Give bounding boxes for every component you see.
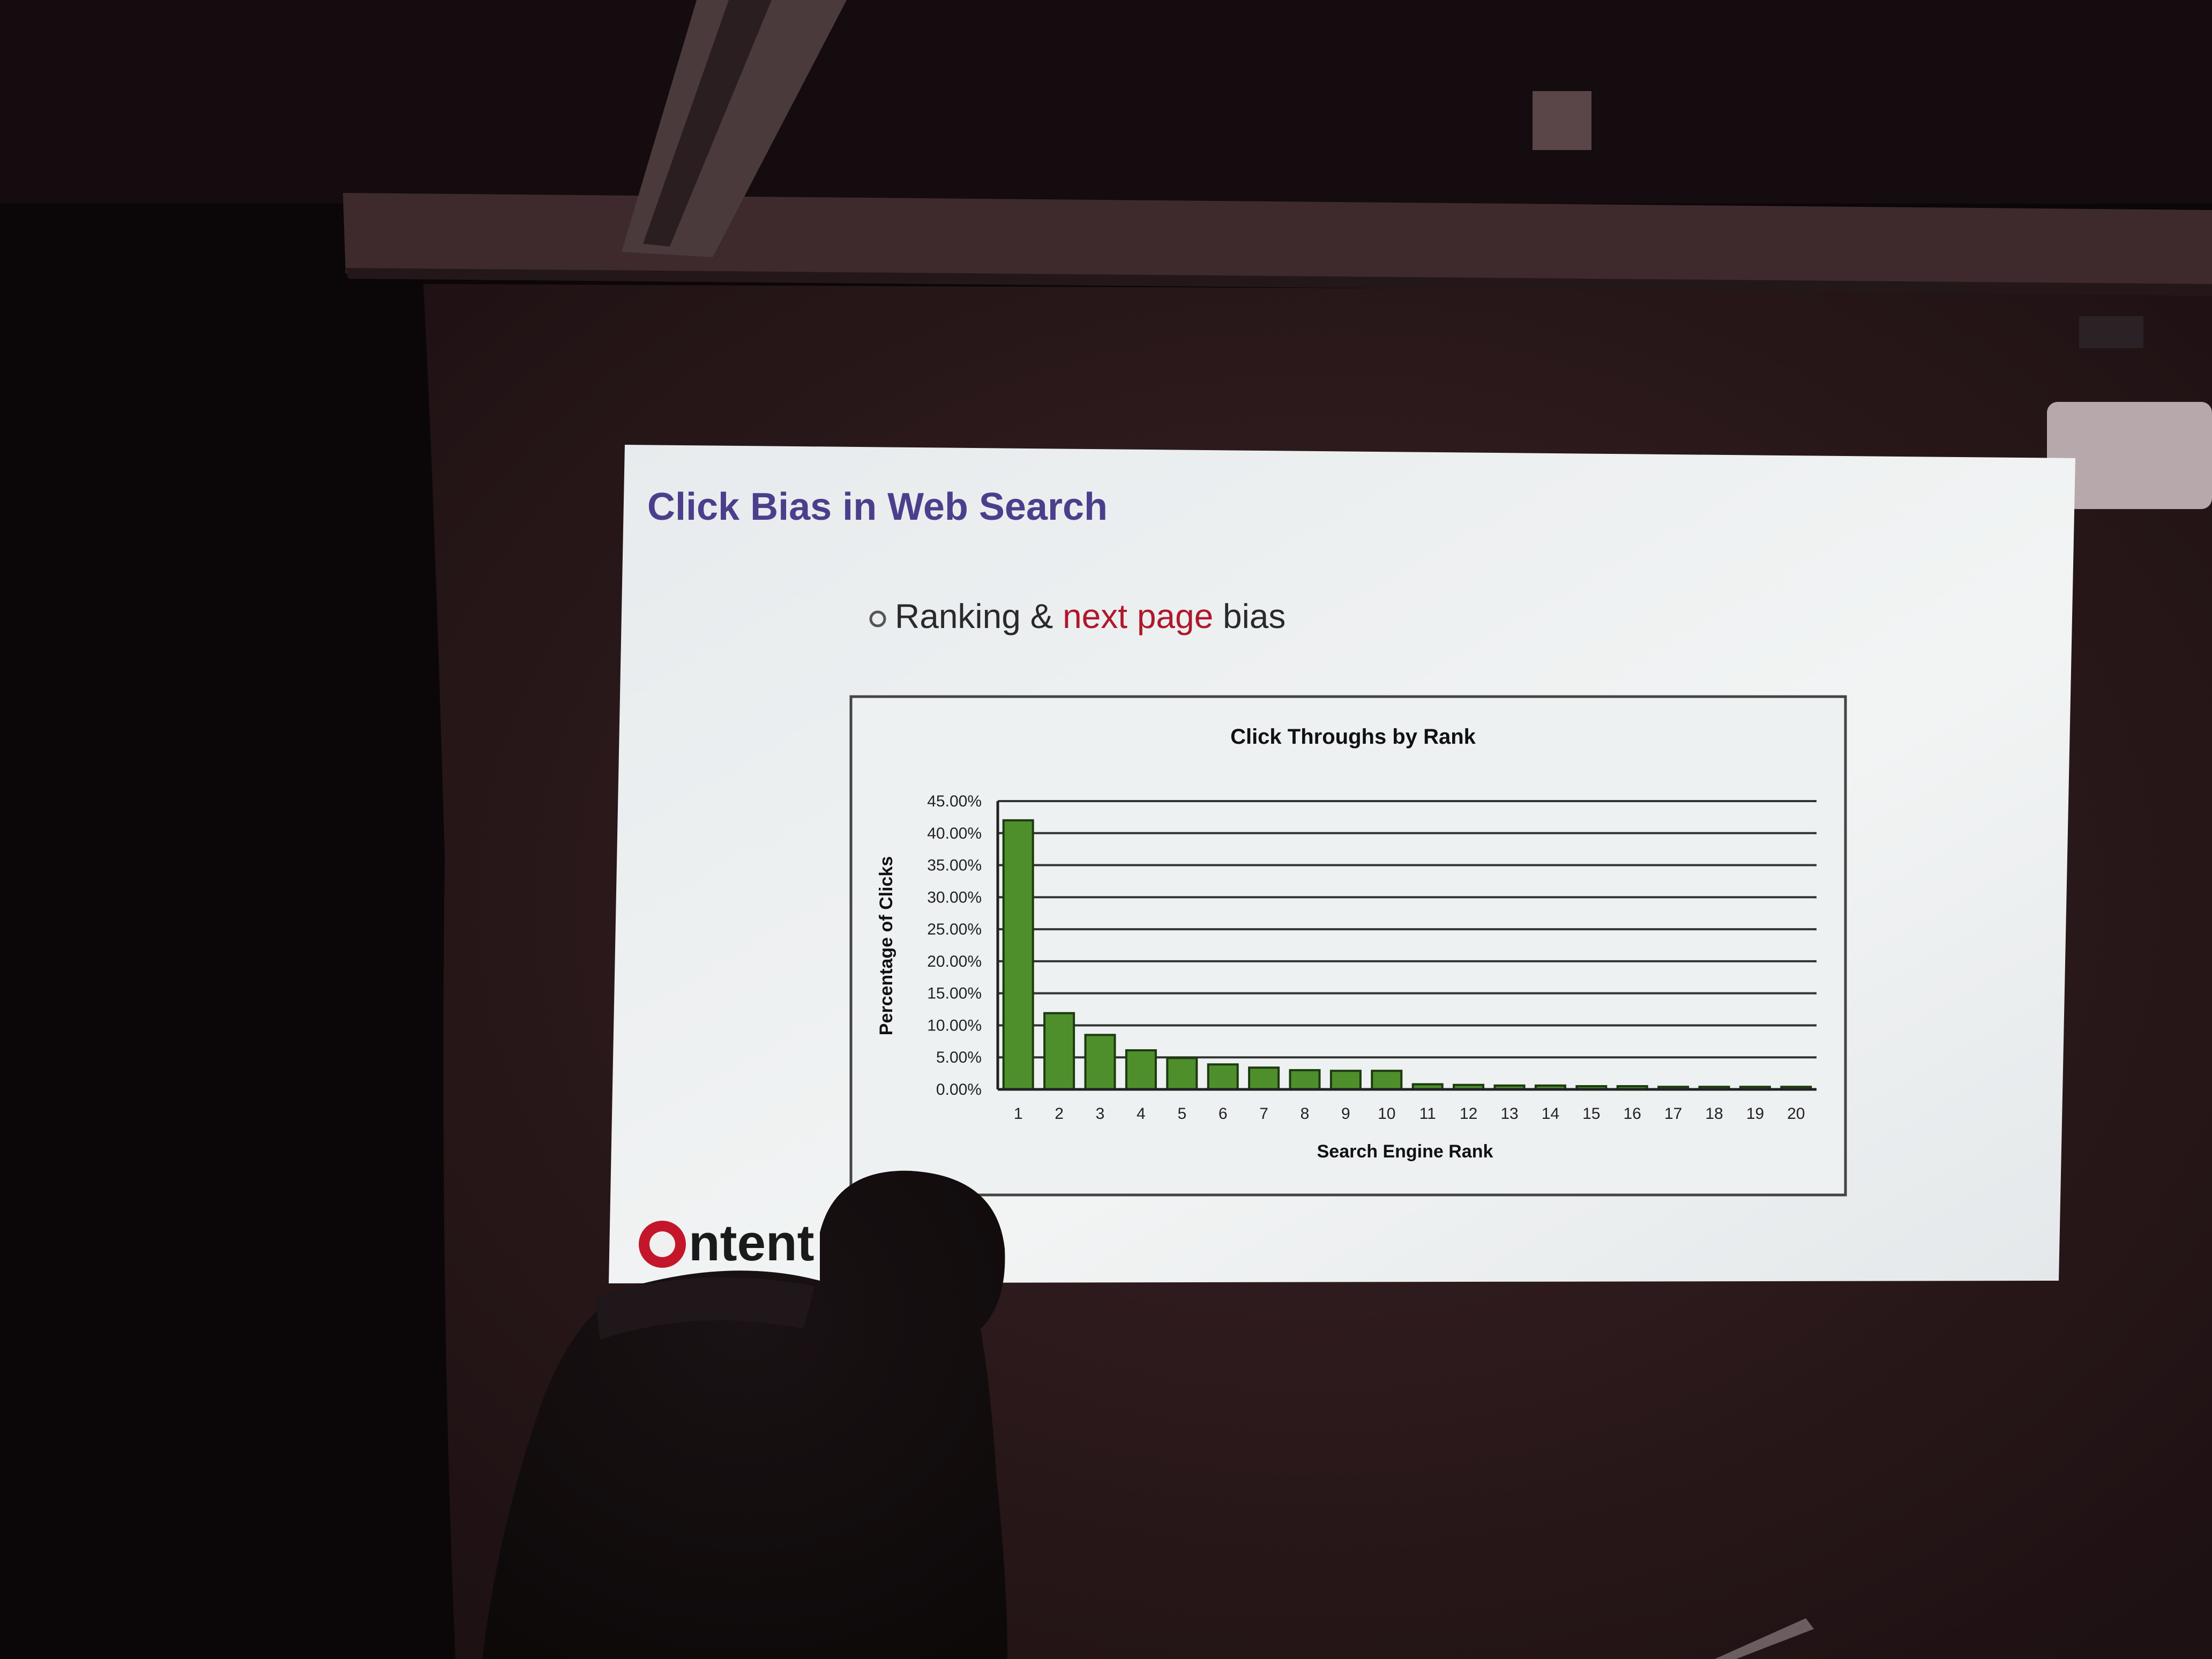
ceiling-band [0,0,2212,204]
person-silhouette [482,1170,1007,1659]
y-tick-labels: 0.00% 5.00% 10.00% 15.00% 20.00% 25.00% 30.00%… [927,793,982,1098]
x-tick-label: 1 [1014,1105,1023,1123]
bar-rank-7 [1248,1066,1280,1090]
bullet-text-part2: bias [1213,597,1286,636]
x-tick-label: 18 [1705,1105,1723,1123]
x-tick-label: 15 [1582,1105,1600,1123]
screen-housing-shadow [346,268,2212,296]
bar-rank-9 [1329,1070,1362,1090]
stand-bar [1715,1618,1814,1659]
slide-title: Click Bias in Web Search [647,485,1108,528]
x-tick-label: 10 [1378,1105,1395,1123]
y-tick-label: 40.00% [927,825,982,842]
bullet-item: Ranking & next page bias [895,597,1286,636]
x-tick-label: 7 [1259,1105,1268,1123]
bar-rank-2 [1043,1012,1075,1090]
gridlines [998,800,1817,1059]
y-tick-label: 25.00% [927,921,982,938]
bullet-marker-icon [869,610,886,627]
x-tick-labels: 1 2 3 4 5 6 7 8 9 10 11 12 13 14 15 16 17 18 19 20 [1014,1105,1805,1123]
y-axis-label: Percentage of Clicks [876,856,896,1035]
chart-title: Click Throughs by Rank [1230,725,1476,749]
bar-rank-8 [1289,1069,1321,1090]
x-tick-label: 6 [1219,1105,1228,1123]
y-tick-label: 35.00% [927,857,982,875]
y-tick-label: 30.00% [927,888,982,906]
x-tick-label: 9 [1341,1105,1350,1123]
projector [2047,402,2212,509]
x-tick-label: 13 [1500,1105,1518,1123]
x-tick-label: 20 [1787,1105,1805,1123]
bar-rank-4 [1125,1049,1157,1091]
x-tick-label: 11 [1419,1105,1436,1123]
x-tick-label: 4 [1137,1105,1146,1123]
bar-rank-10 [1371,1070,1403,1090]
y-tick-label: 0.00% [936,1081,982,1098]
x-tick-label: 16 [1624,1105,1641,1123]
bar-rank-3 [1084,1034,1116,1091]
y-tick-label: 45.00% [927,793,982,810]
logo-icon-inner [649,1231,675,1257]
x-tick-label: 19 [1746,1105,1764,1123]
bar-rank-6 [1207,1063,1239,1090]
y-tick-label: 5.00% [936,1049,982,1066]
x-axis-label: Search Engine Rank [1317,1141,1493,1162]
x-tick-label: 2 [1055,1105,1064,1123]
x-tick-label: 17 [1664,1105,1682,1123]
y-tick-label: 20.00% [927,953,982,970]
x-tick-label: 5 [1177,1105,1186,1123]
y-tick-label: 10.00% [927,1017,982,1034]
bar-rank-1 [1002,819,1034,1091]
screen-housing [343,193,2212,289]
bar-rank-5 [1166,1057,1198,1090]
x-tick-label: 12 [1460,1105,1477,1123]
logo-text: ntent [689,1214,814,1272]
bullet-text-highlight: next page [1063,597,1213,636]
x-tick-label: 3 [1096,1105,1105,1123]
ceiling-box [1533,91,1591,150]
bullet-text-part1: Ranking & [895,597,1063,636]
ceiling-mount-shadow [643,0,772,246]
x-tick-label: 8 [1301,1105,1310,1123]
x-tick-label: 14 [1542,1105,1559,1123]
person-shoulder [595,1277,814,1340]
projector-lens [2079,316,2143,348]
y-tick-label: 15.00% [927,985,982,1003]
